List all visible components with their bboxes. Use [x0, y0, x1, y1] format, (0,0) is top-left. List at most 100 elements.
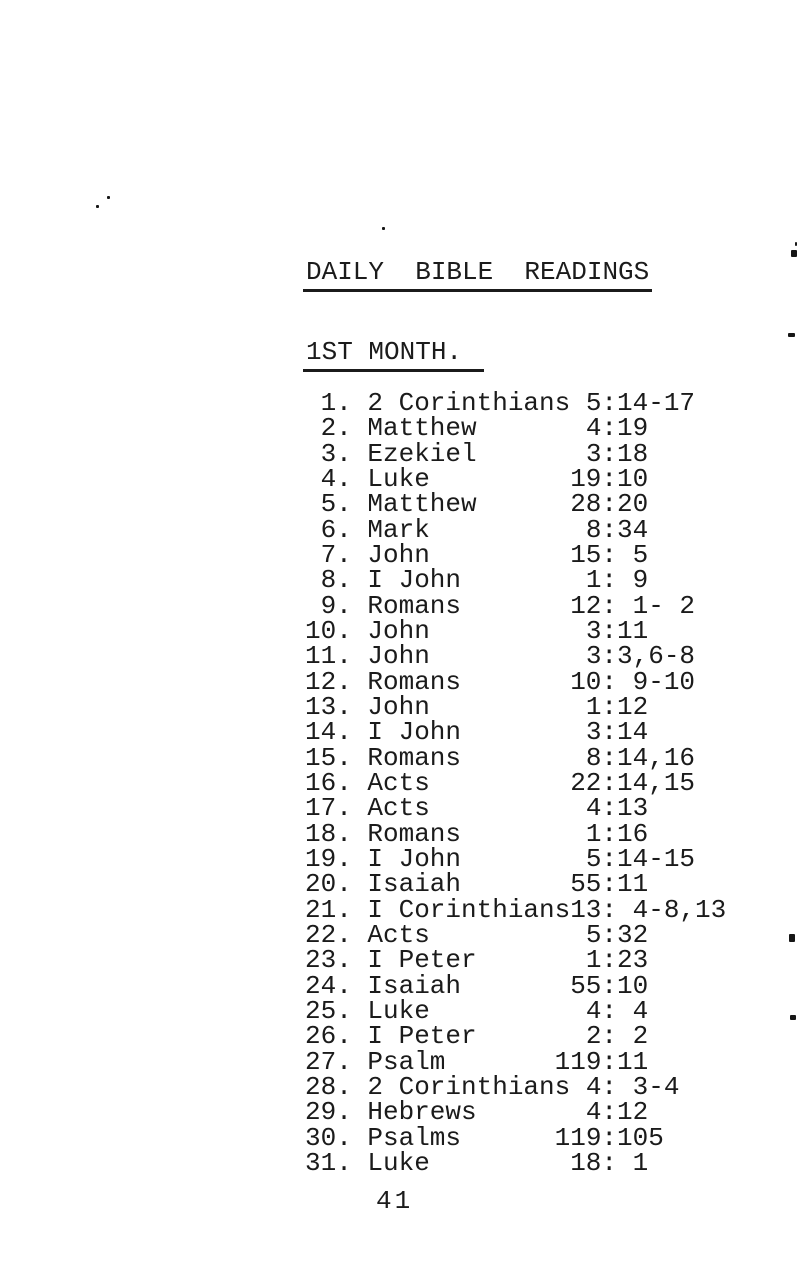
reading-verse: :23 [601, 945, 649, 976]
reading-book: Luke [367, 995, 430, 1026]
reading-chapter: 8 [585, 742, 602, 773]
reading-chapter: 55 [570, 869, 602, 900]
reading-chapter: 55 [570, 970, 602, 1001]
reading-book: Ezekiel [367, 438, 477, 469]
reading-day: 11. [305, 641, 352, 672]
reading-book: Luke [367, 1147, 430, 1178]
reading-book: Acts [367, 767, 430, 798]
reading-book: I Peter [367, 1021, 477, 1052]
reading-row: 6. Mark 8 :34 [305, 514, 726, 545]
page-title: DAILY BIBLE READINGS [303, 259, 653, 292]
reading-book: I Corinthians [367, 894, 571, 925]
reading-row: 26. I Peter 2 : 2 [305, 1021, 726, 1052]
reading-book: 2 Corinthians [367, 388, 571, 418]
reading-chapter: 15 [570, 539, 602, 570]
reading-verse: :11 [601, 869, 649, 900]
reading-bookchap: 2 Corinthians 4 [367, 1074, 601, 1176]
reading-row: 29. Hebrews 4 :12 [305, 1097, 726, 1128]
reading-day: 16. [305, 767, 352, 798]
reading-bookchap: John 1 [367, 691, 602, 796]
reading-chapter: 12 [570, 590, 602, 621]
reading-chapter: 4 [585, 995, 602, 1026]
reading-row: 28. 2 Corinthians 4 : 3-4 [305, 1071, 726, 1102]
reading-book: Isaiah [367, 970, 462, 1001]
reading-verse: :3,6-8 [601, 641, 696, 672]
reading-bookchap: I John 3 [367, 717, 601, 821]
ink-speck [795, 242, 797, 246]
ink-speck [107, 196, 110, 199]
reading-bookchap: Acts 5 [367, 922, 601, 1024]
reading-day: 24. [305, 970, 352, 1001]
reading-verse: :10 [601, 463, 649, 494]
reading-book: John [367, 641, 430, 672]
reading-row: 13. John 1 :12 [305, 691, 726, 722]
reading-row: 9. Romans 12 : 1- 2 [305, 590, 726, 621]
reading-row: 17. Acts 4 :13 [305, 793, 726, 824]
reading-bookchap: Acts 22 [367, 767, 601, 872]
reading-day: 30. [305, 1122, 352, 1153]
reading-bookchap: I Peter 1 [367, 945, 602, 1049]
reading-book: Acts [367, 793, 430, 824]
reading-verse: :14-17 [601, 388, 696, 418]
reading-day: 15. [305, 742, 352, 773]
reading-day: 6. [320, 514, 352, 545]
reading-chapter: 1 [585, 691, 602, 722]
reading-row: 21. I Corinthians 13 : 4-8,13 [305, 894, 726, 925]
reading-bookchap: John 15 [367, 539, 602, 644]
reading-row: 25. Luke 4 : 4 [305, 995, 726, 1026]
reading-verse: :32 [601, 919, 649, 950]
reading-chapter: 13 [570, 894, 602, 925]
reading-verse: :14,16 [601, 742, 696, 773]
reading-bookchap: Romans 12 [367, 590, 602, 695]
reading-verse: :12 [601, 1097, 649, 1128]
reading-verse: : 9 [601, 565, 649, 596]
reading-book: Romans [367, 590, 462, 621]
reading-row: 10. John 3 :11 [305, 615, 726, 646]
reading-day: 14. [305, 717, 352, 748]
reading-verse: :11 [601, 615, 649, 646]
reading-verse: : 9-10 [601, 666, 696, 697]
reading-chapter: 4 [585, 1097, 602, 1128]
reading-bookchap: I John 1 [367, 567, 601, 669]
reading-day: 22. [305, 919, 352, 950]
ink-speck [788, 333, 795, 337]
reading-day: 18. [305, 818, 352, 849]
reading-day: 20. [305, 869, 352, 900]
reading-day: 10. [305, 615, 352, 646]
ink-speck [790, 1015, 796, 1020]
reading-book: Isaiah [367, 869, 462, 900]
reading-verse: : 2 [601, 1021, 649, 1052]
reading-chapter: 119 [554, 1122, 602, 1153]
reading-bookchap: Ezekiel 3 [367, 438, 601, 543]
reading-row: 18. Romans 1 :16 [305, 818, 726, 849]
reading-book: John [367, 539, 430, 570]
reading-bookchap: 2 Corinthians 5 [367, 388, 601, 492]
reading-chapter: 1 [585, 945, 602, 976]
reading-chapter: 18 [570, 1147, 602, 1178]
reading-verse: :105 [601, 1122, 664, 1153]
reading-chapter: 10 [570, 666, 602, 697]
reading-bookchap: Romans 8 [367, 742, 602, 847]
reading-book: I John [367, 717, 462, 748]
reading-book: I John [367, 843, 462, 874]
reading-day: 28. [305, 1071, 352, 1102]
reading-row: 3. Ezekiel 3 :18 [305, 438, 726, 469]
reading-bookchap: Isaiah 55 [367, 869, 602, 973]
reading-day: 25. [305, 995, 352, 1026]
reading-verse: : 1- 2 [601, 590, 696, 621]
reading-bookchap: Hebrews 4 [367, 1097, 602, 1201]
reading-row: 23. I Peter 1 :23 [305, 945, 726, 976]
reading-row: 22. Acts 5 :32 [305, 919, 726, 950]
reading-verse: :16 [601, 818, 649, 849]
reading-verse: :12 [601, 691, 649, 722]
reading-chapter: 1 [585, 818, 602, 849]
reading-bookchap: Luke 4 [367, 995, 602, 1100]
reading-row: 1. 2 Corinthians 5 :14-17 [305, 388, 726, 418]
reading-verse: :18 [601, 438, 649, 469]
reading-book: Romans [367, 666, 462, 697]
reading-book: Luke [367, 463, 430, 494]
reading-bookchap: John 3 [367, 618, 601, 720]
reading-day: 1. [320, 388, 352, 418]
reading-book: I Peter [367, 945, 477, 976]
reading-row: 15. Romans 8 :14,16 [305, 742, 726, 773]
